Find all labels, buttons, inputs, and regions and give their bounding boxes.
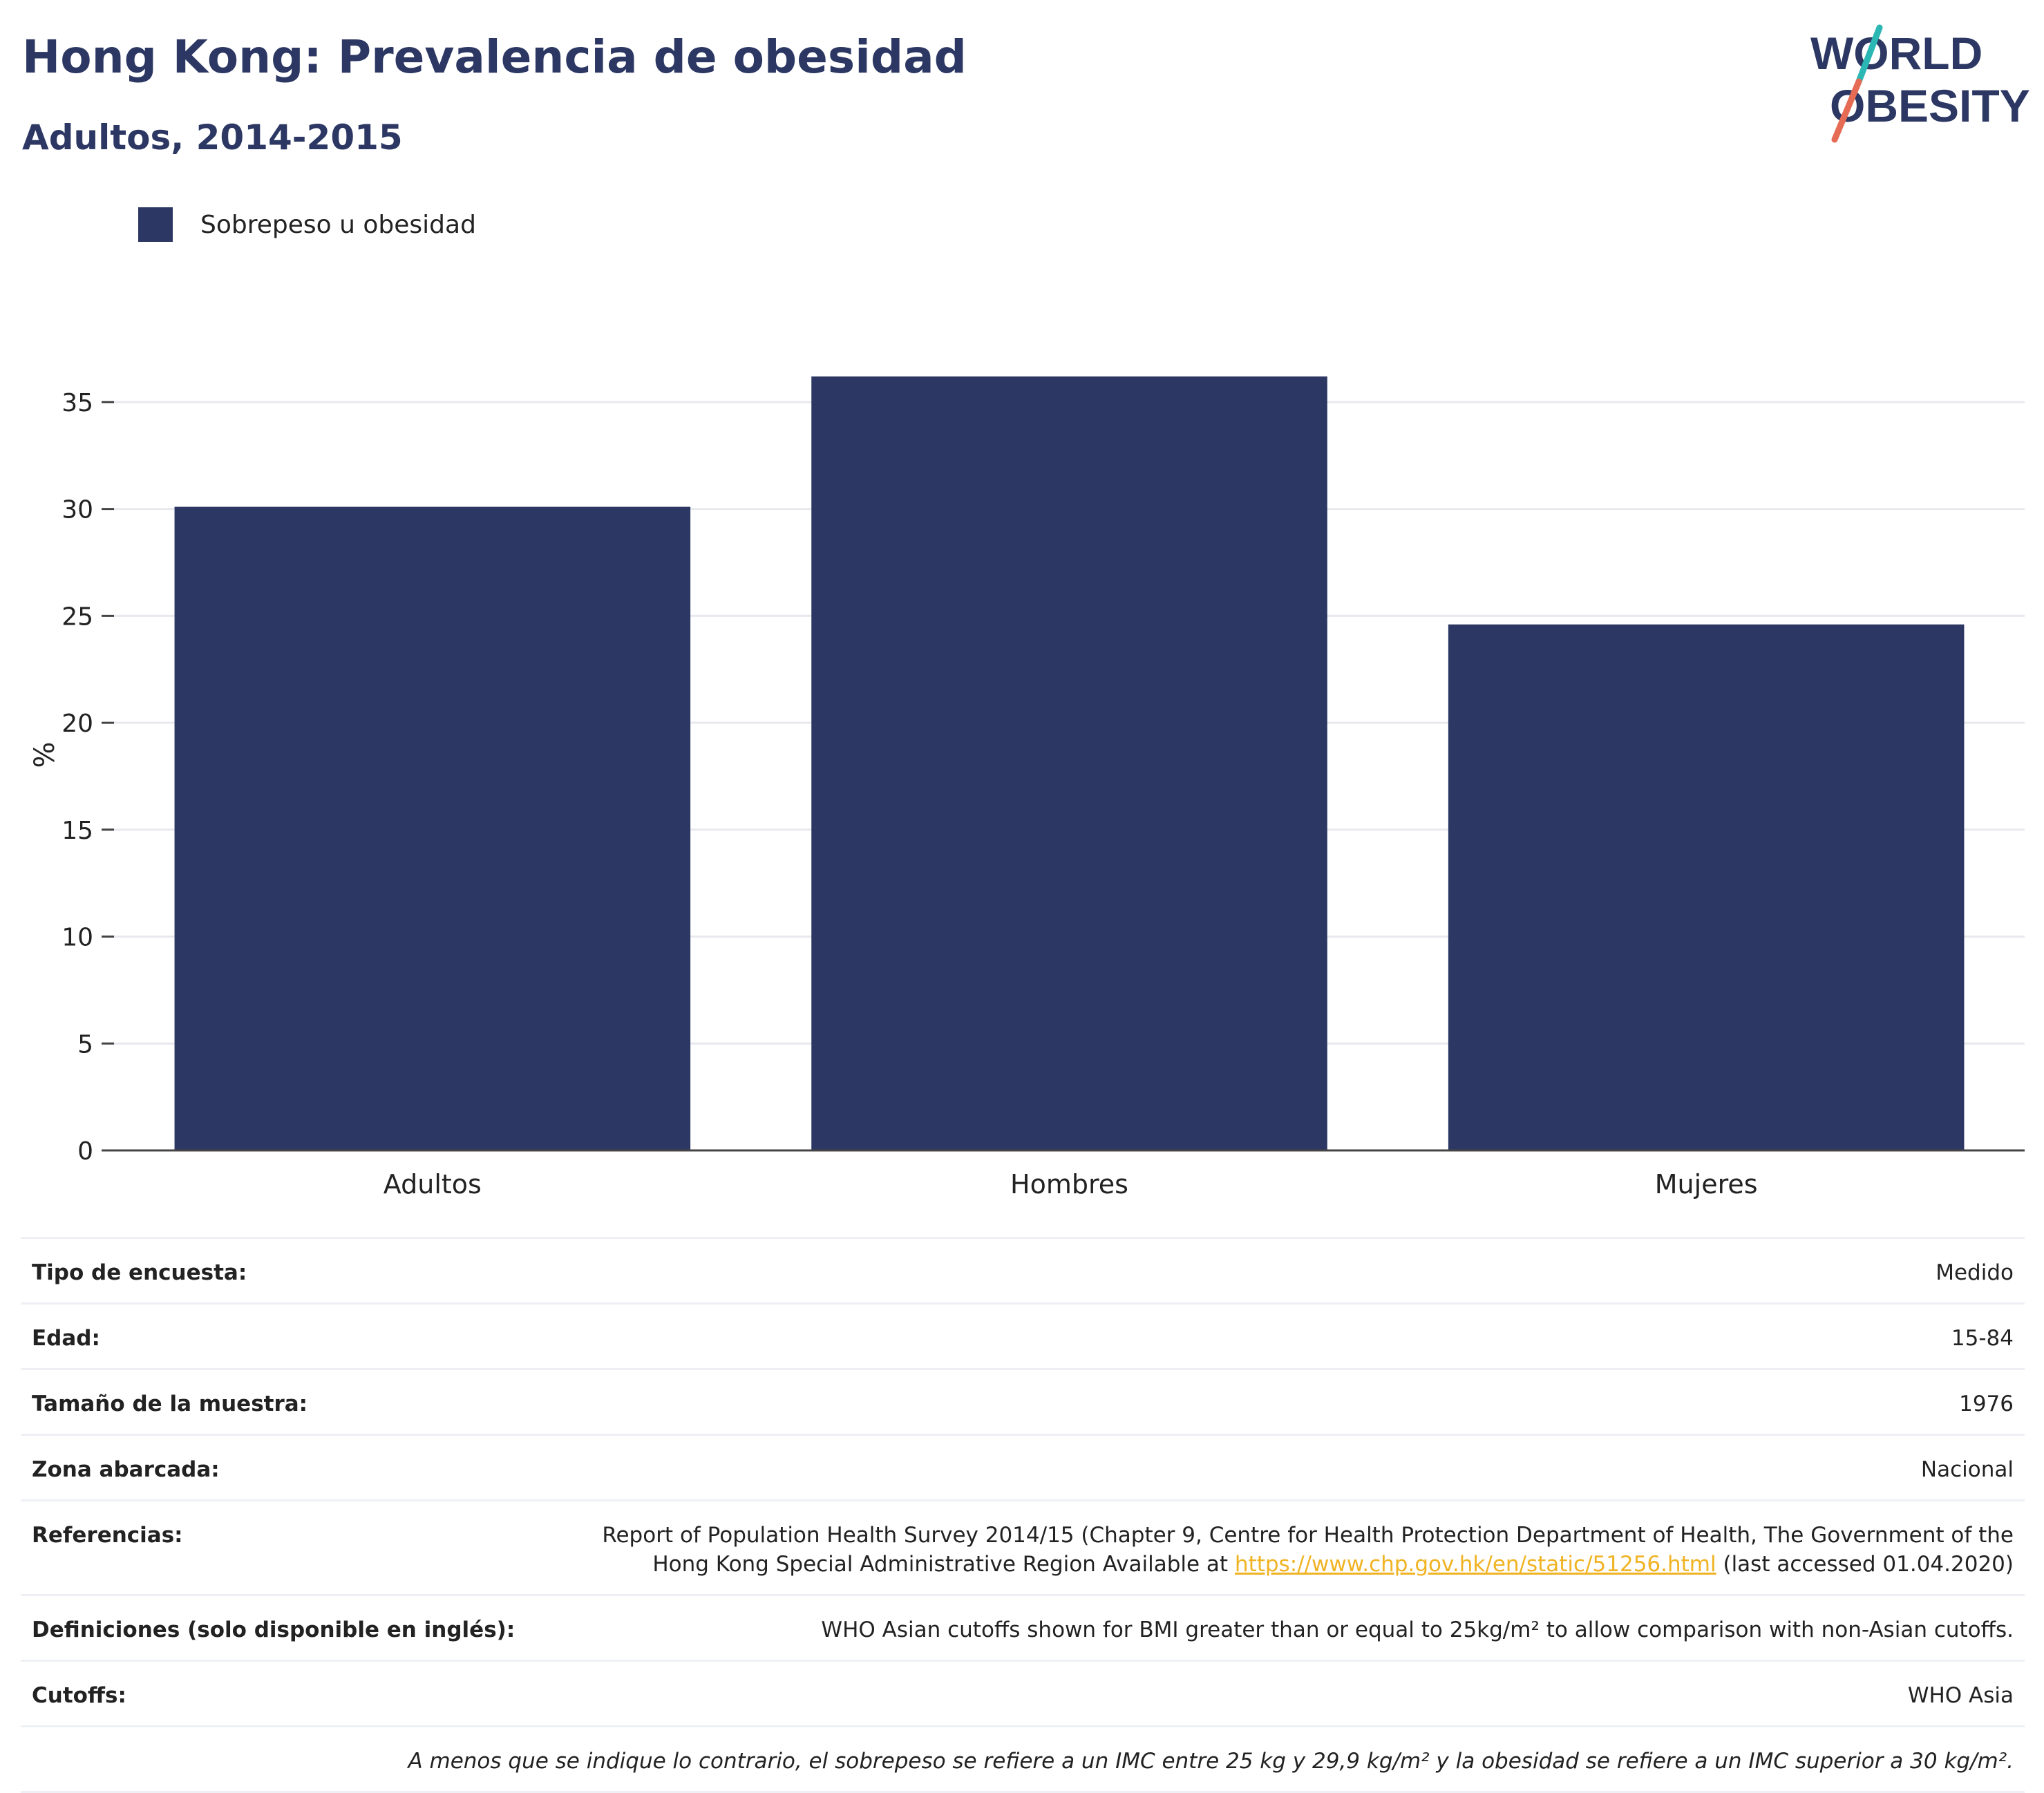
y-tick-label: 15 bbox=[61, 817, 93, 845]
y-tick-label: 20 bbox=[61, 710, 93, 738]
info-row-survey-type: Tipo de encuesta: Medido bbox=[21, 1237, 2025, 1302]
info-value: 15-84 bbox=[1951, 1326, 2014, 1351]
info-label: Edad: bbox=[32, 1326, 100, 1351]
info-row-area: Zona abarcada: Nacional bbox=[21, 1434, 2025, 1499]
bar bbox=[811, 376, 1327, 1150]
logo-teal-stroke bbox=[1855, 24, 1883, 85]
info-value: Medido bbox=[1936, 1260, 2014, 1285]
refs-line2-post: (last accessed 01.04.2020) bbox=[1716, 1552, 2014, 1577]
info-row-cutoffs: Cutoffs: WHO Asia bbox=[21, 1660, 2025, 1725]
y-tick-label: 0 bbox=[77, 1137, 93, 1166]
refs-link[interactable]: https://www.chp.gov.hk/en/static/51256.h… bbox=[1234, 1552, 1716, 1577]
legend-label: Sobrepeso u obesidad bbox=[200, 210, 476, 239]
refs-line1: Report of Population Health Survey 2014/… bbox=[602, 1523, 2014, 1548]
info-label: Referencias: bbox=[32, 1523, 183, 1548]
y-tick-label: 30 bbox=[61, 496, 93, 524]
info-label: Tipo de encuesta: bbox=[32, 1260, 247, 1285]
page-subtitle: Adultos, 2014-2015 bbox=[22, 117, 403, 158]
bar bbox=[1448, 624, 1965, 1150]
x-tick-label: Adultos bbox=[384, 1169, 482, 1199]
info-label: Definiciones (solo disponible en inglés)… bbox=[32, 1618, 515, 1642]
info-row-note: A menos que se indique lo contrario, el … bbox=[21, 1725, 2025, 1793]
info-value: Report of Population Health Survey 2014/… bbox=[602, 1521, 2014, 1579]
legend-swatch bbox=[138, 207, 173, 242]
logo-line2: OBESITY bbox=[1830, 80, 2030, 131]
world-obesity-logo: WORLD OBESITY bbox=[1810, 24, 2030, 143]
chart-legend: Sobrepeso u obesidad bbox=[138, 207, 476, 242]
info-value: WHO Asian cutoffs shown for BMI greater … bbox=[821, 1618, 2014, 1642]
info-value: Nacional bbox=[1920, 1457, 2014, 1482]
info-value: 1976 bbox=[1959, 1392, 2014, 1416]
refs-line2-pre: Hong Kong Special Administrative Region … bbox=[652, 1552, 1235, 1577]
y-tick-label: 5 bbox=[77, 1030, 93, 1059]
info-label: Cutoffs: bbox=[32, 1683, 126, 1708]
logo-line1: WORLD bbox=[1810, 28, 1983, 79]
page-title: Hong Kong: Prevalencia de obesidad bbox=[22, 30, 967, 84]
x-tick-label: Hombres bbox=[1010, 1169, 1128, 1199]
survey-info-table: Tipo de encuesta: Medido Edad: 15-84 Tam… bbox=[21, 1237, 2025, 1793]
y-tick-label: 10 bbox=[61, 924, 93, 952]
logo-coral-stroke bbox=[1831, 78, 1862, 143]
info-label: Tamaño de la muestra: bbox=[32, 1392, 308, 1416]
bar-chart: 0 5 10 15 20 25 30 35 Adultos Hombres Mujeres% bbox=[29, 376, 2025, 1199]
bar bbox=[174, 506, 691, 1150]
info-row-sample-size: Tamaño de la muestra: 1976 bbox=[21, 1368, 2025, 1434]
y-tick-label: 35 bbox=[61, 389, 93, 417]
x-tick-label: Mujeres bbox=[1655, 1169, 1758, 1199]
y-axis-label: % bbox=[29, 741, 61, 768]
info-value: WHO Asia bbox=[1907, 1683, 2014, 1708]
info-row-references: Referencias: Report of Population Health… bbox=[21, 1499, 2025, 1594]
info-row-age: Edad: 15-84 bbox=[21, 1302, 2025, 1368]
y-tick-label: 25 bbox=[61, 603, 93, 631]
footnote: A menos que se indique lo contrario, el … bbox=[408, 1749, 2014, 1774]
info-row-definitions: Definiciones (solo disponible en inglés)… bbox=[21, 1594, 2025, 1660]
info-label: Zona abarcada: bbox=[32, 1457, 220, 1482]
